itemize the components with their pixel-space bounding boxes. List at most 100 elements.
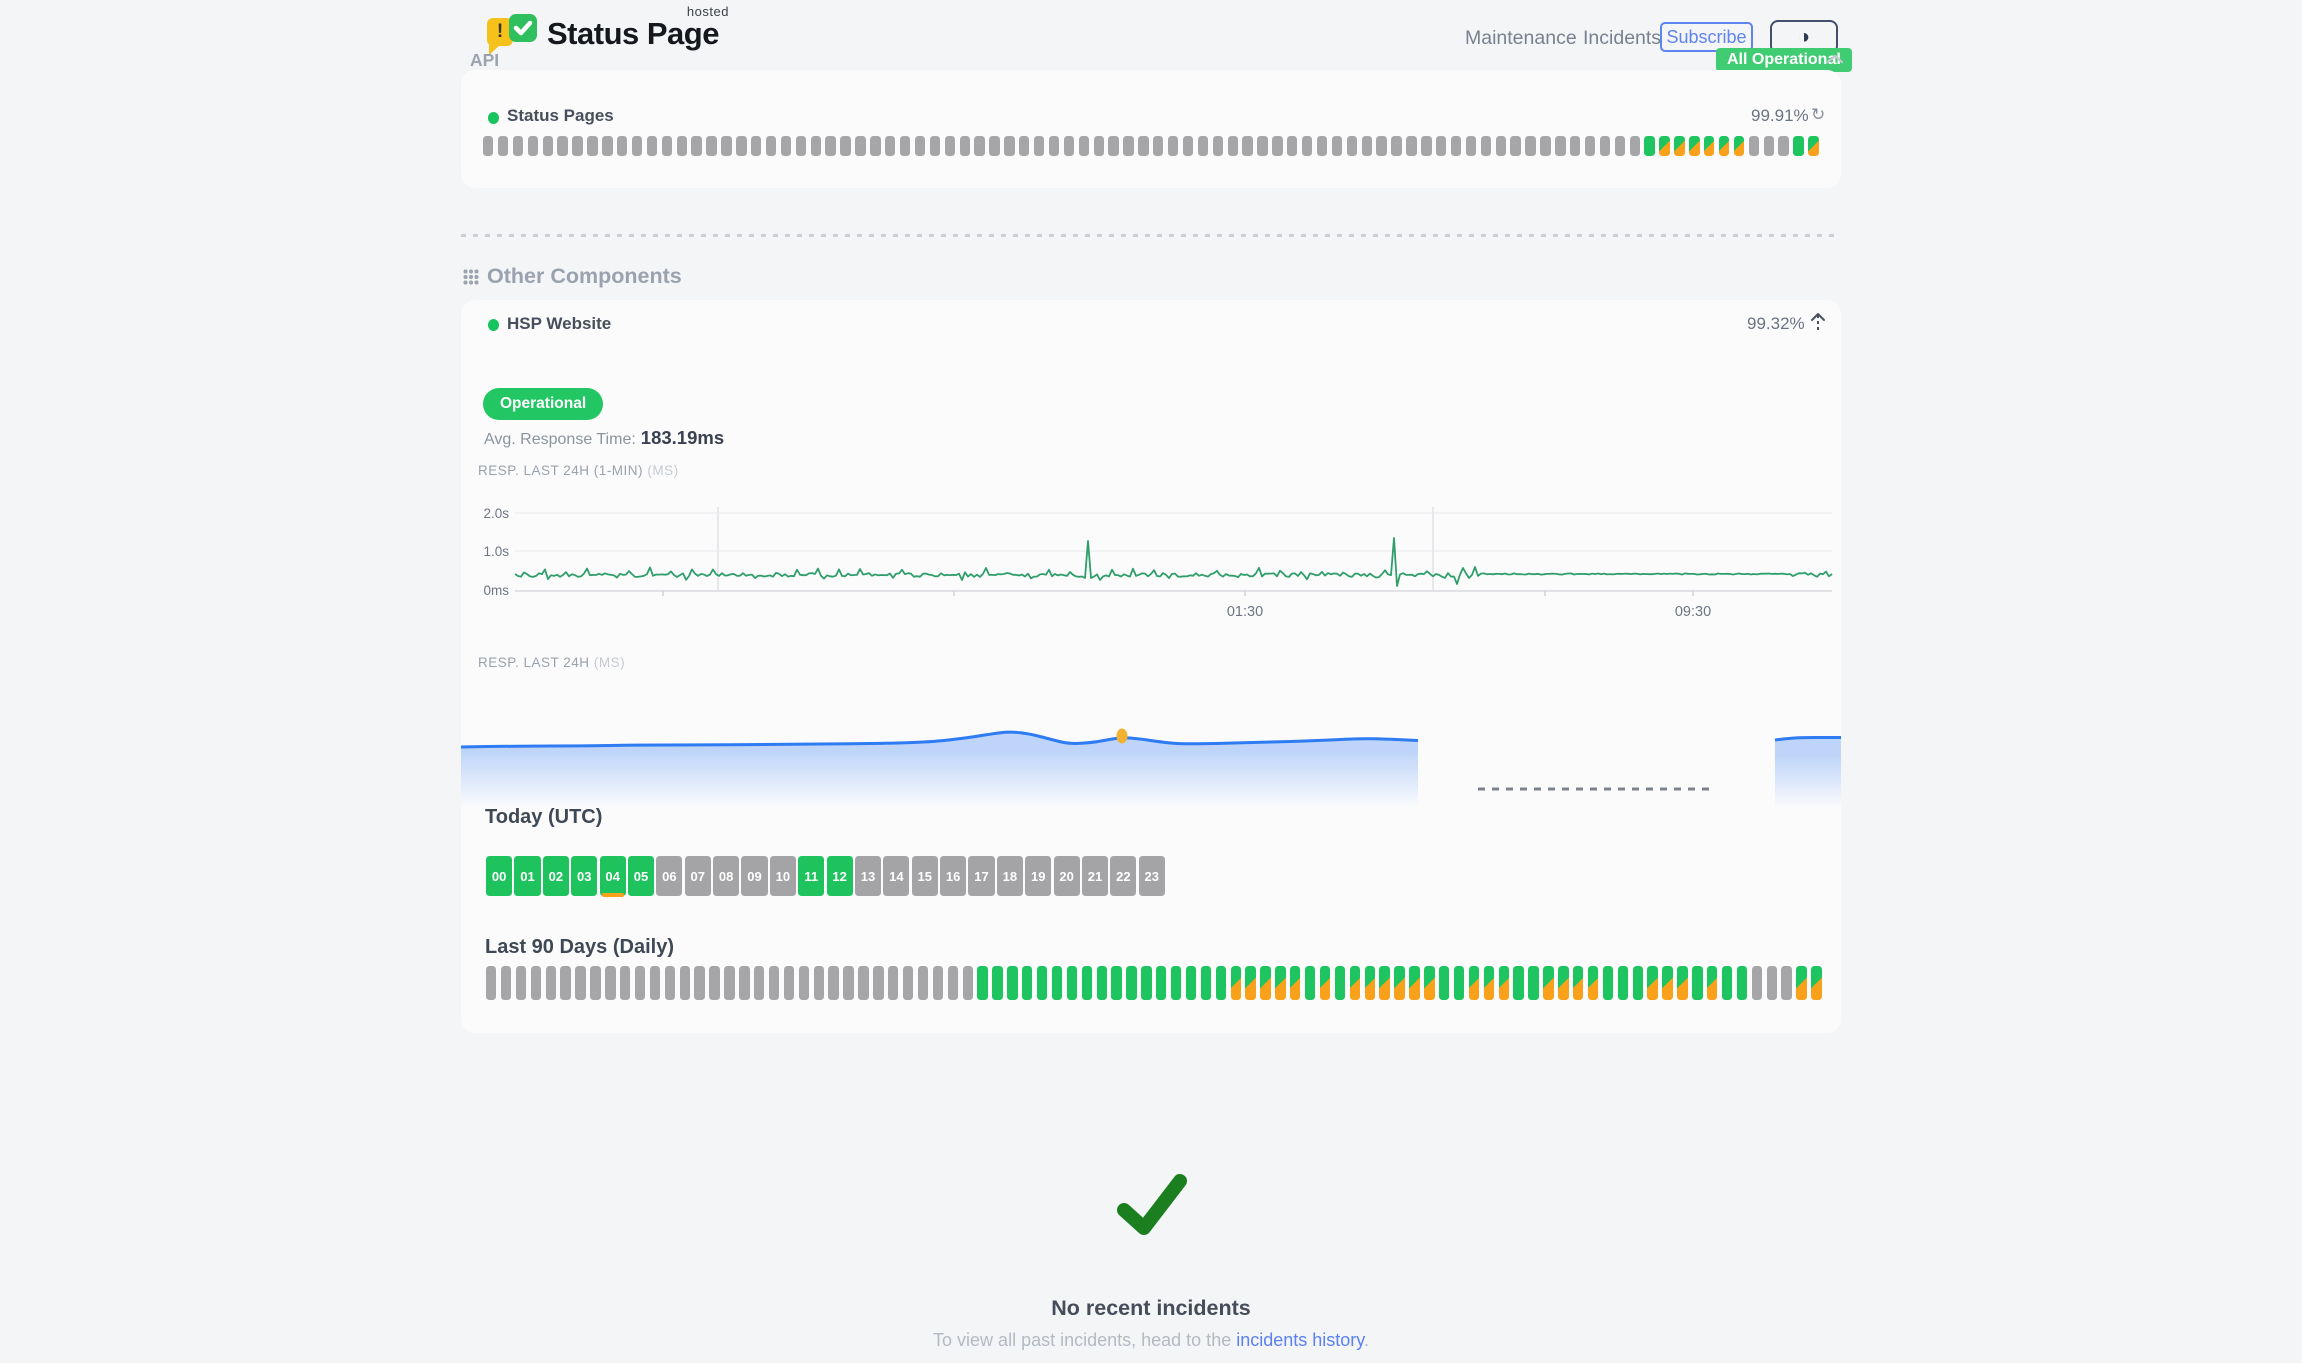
- uptime-bar-up[interactable]: [1126, 966, 1137, 1000]
- response-time-area-chart[interactable]: [461, 700, 1841, 812]
- hour-box-17[interactable]: 17: [968, 856, 995, 896]
- uptime-bar-no-data[interactable]: [1004, 136, 1015, 156]
- uptime-bar-up[interactable]: [1096, 966, 1107, 1000]
- uptime-bar-up[interactable]: [1051, 966, 1063, 1000]
- uptime-bar-no-data[interactable]: [870, 136, 881, 156]
- uptime-bar-no-data[interactable]: [1555, 136, 1566, 156]
- uptime-bar-no-data[interactable]: [899, 136, 911, 156]
- uptime-bar-degraded[interactable]: [1424, 966, 1435, 1000]
- uptime-bar-no-data[interactable]: [691, 136, 702, 156]
- uptime-bar-degraded[interactable]: [1689, 136, 1700, 156]
- uptime-bar-no-data[interactable]: [828, 966, 839, 1000]
- uptime-bar-up[interactable]: [1022, 966, 1033, 1000]
- uptime-bar-no-data[interactable]: [1346, 136, 1358, 156]
- hour-box-16[interactable]: 16: [940, 856, 967, 896]
- uptime-bar-degraded[interactable]: [1733, 136, 1745, 156]
- uptime-bar-up[interactable]: [1528, 966, 1539, 1000]
- uptime-bar-up[interactable]: [1439, 966, 1450, 1000]
- uptime-bar-no-data[interactable]: [694, 966, 705, 1000]
- uptime-bar-no-data[interactable]: [486, 966, 497, 1000]
- uptime-bar-up[interactable]: [1200, 966, 1212, 1000]
- uptime-bar-no-data[interactable]: [795, 136, 807, 156]
- uptime-bar-degraded[interactable]: [1573, 966, 1584, 1000]
- uptime-bar-no-data[interactable]: [1227, 136, 1238, 156]
- uptime-bar-no-data[interactable]: [530, 966, 542, 1000]
- uptime-bar-no-data[interactable]: [1331, 136, 1343, 156]
- uptime-bar-no-data[interactable]: [768, 966, 780, 1000]
- uptime-bar-no-data[interactable]: [709, 966, 720, 1000]
- hour-box-02[interactable]: 02: [542, 856, 569, 896]
- uptime-bar-degraded[interactable]: [1587, 966, 1599, 1000]
- uptime-bar-no-data[interactable]: [706, 136, 717, 156]
- uptime-bar-no-data[interactable]: [1019, 136, 1030, 156]
- uptime-bar-no-data[interactable]: [1570, 136, 1581, 156]
- uptime-bar-no-data[interactable]: [483, 136, 494, 156]
- uptime-bar-no-data[interactable]: [1599, 136, 1611, 156]
- hour-box-22[interactable]: 22: [1110, 856, 1137, 896]
- uptime-bar-up[interactable]: [1453, 966, 1465, 1000]
- uptime-bar-no-data[interactable]: [542, 136, 553, 156]
- uptime-bar-up[interactable]: [1304, 966, 1316, 1000]
- uptime-bar-no-data[interactable]: [1614, 136, 1626, 156]
- nav-maintenance[interactable]: Maintenance: [1465, 27, 1577, 49]
- uptime-bar-no-data[interactable]: [989, 136, 1000, 156]
- uptime-bar-degraded[interactable]: [1349, 966, 1361, 1000]
- uptime-bar-no-data[interactable]: [1766, 966, 1777, 1000]
- uptime-bar-no-data[interactable]: [855, 136, 866, 156]
- uptime-bar-up[interactable]: [1644, 136, 1655, 156]
- uptime-bar-up[interactable]: [1081, 966, 1093, 1000]
- uptime-bar-no-data[interactable]: [813, 966, 824, 1000]
- uptime-bar-no-data[interactable]: [649, 966, 661, 1000]
- uptime-bar-degraded[interactable]: [1677, 966, 1688, 1000]
- hour-box-07[interactable]: 07: [684, 856, 711, 896]
- uptime-bar-no-data[interactable]: [560, 966, 571, 1000]
- uptime-bar-no-data[interactable]: [1763, 136, 1774, 156]
- component-name[interactable]: Status Pages: [507, 106, 614, 125]
- uptime-bar-no-data[interactable]: [1108, 136, 1119, 156]
- uptime-bar-no-data[interactable]: [497, 136, 509, 156]
- uptime-bar-no-data[interactable]: [1436, 136, 1447, 156]
- uptime-bar-up[interactable]: [977, 966, 988, 1000]
- uptime-bar-no-data[interactable]: [512, 136, 524, 156]
- uptime-bar-no-data[interactable]: [1751, 966, 1763, 1000]
- uptime-bar-degraded[interactable]: [1468, 966, 1480, 1000]
- uptime-bar-degraded[interactable]: [1718, 136, 1730, 156]
- uptime-bar-degraded[interactable]: [1543, 966, 1554, 1000]
- uptime-bar-no-data[interactable]: [1257, 136, 1268, 156]
- incidents-history-link[interactable]: incidents history: [1236, 1330, 1364, 1350]
- uptime-bar-no-data[interactable]: [1063, 136, 1075, 156]
- response-time-line-chart[interactable]: 2.0s 1.0s 0ms 01:30 09:30: [461, 498, 1841, 623]
- uptime-bar-no-data[interactable]: [545, 966, 556, 1000]
- uptime-bar-degraded[interactable]: [1379, 966, 1390, 1000]
- uptime-bar-up[interactable]: [1170, 966, 1182, 1000]
- nav-incidents[interactable]: Incidents: [1583, 27, 1662, 49]
- uptime-bar-no-data[interactable]: [873, 966, 884, 1000]
- uptime-bar-degraded[interactable]: [1364, 966, 1375, 1000]
- uptime-bar-no-data[interactable]: [676, 136, 687, 156]
- uptime-bar-no-data[interactable]: [1781, 966, 1792, 1000]
- uptime-bar-up[interactable]: [1334, 966, 1346, 1000]
- uptime-bar-no-data[interactable]: [1153, 136, 1164, 156]
- uptime-bar-no-data[interactable]: [1287, 136, 1298, 156]
- uptime-bar-degraded[interactable]: [1260, 966, 1271, 1000]
- uptime-bar-no-data[interactable]: [858, 966, 869, 1000]
- uptime-bar-no-data[interactable]: [1421, 136, 1432, 156]
- uptime-bar-no-data[interactable]: [1197, 136, 1209, 156]
- uptime-bar-degraded[interactable]: [1230, 966, 1241, 1000]
- hour-box-08[interactable]: 08: [713, 856, 740, 896]
- uptime-bar-no-data[interactable]: [602, 136, 613, 156]
- hour-box-23[interactable]: 23: [1138, 856, 1165, 896]
- uptime-bar-no-data[interactable]: [590, 966, 601, 1000]
- hour-box-21[interactable]: 21: [1081, 856, 1109, 896]
- chevron-up-icon[interactable]: [1826, 52, 1844, 64]
- uptime-bar-no-data[interactable]: [1212, 136, 1224, 156]
- uptime-bar-no-data[interactable]: [1748, 136, 1760, 156]
- uptime-bar-no-data[interactable]: [825, 136, 836, 156]
- hour-box-00[interactable]: 00: [486, 856, 513, 896]
- uptime-bar-no-data[interactable]: [1406, 136, 1417, 156]
- uptime-bar-no-data[interactable]: [739, 966, 750, 1000]
- uptime-bar-degraded[interactable]: [1498, 966, 1509, 1000]
- uptime-bar-degraded[interactable]: [1674, 136, 1685, 156]
- uptime-bar-no-data[interactable]: [783, 966, 795, 1000]
- uptime-bar-no-data[interactable]: [1138, 136, 1149, 156]
